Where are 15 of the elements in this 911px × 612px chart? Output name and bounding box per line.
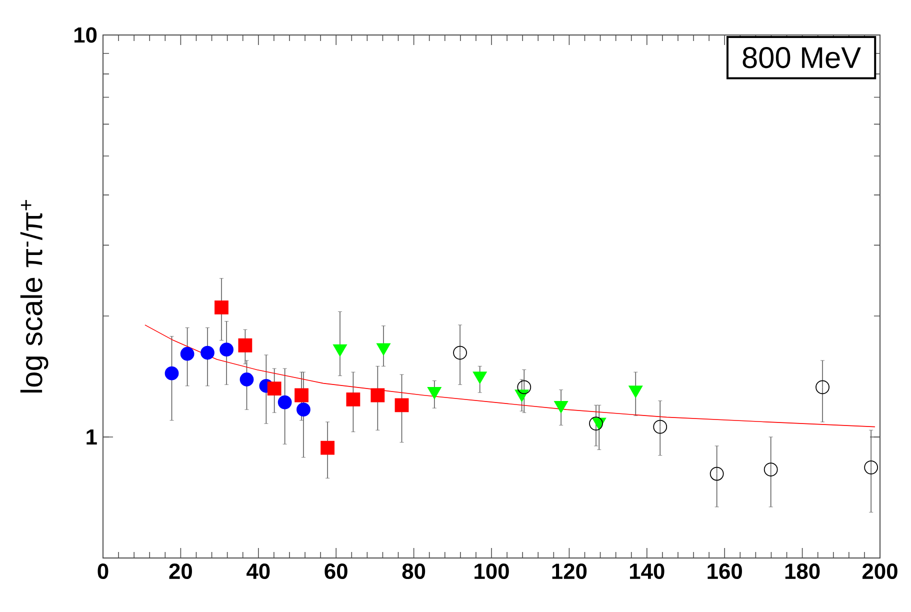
y-tick-label: 1 — [86, 429, 97, 445]
x-tick-label: 60 — [324, 564, 348, 580]
x-tick-label: 120 — [552, 564, 587, 580]
x-tick-label: 80 — [402, 564, 426, 580]
y-tick-label: 10 — [74, 27, 97, 43]
x-tick-label: 180 — [785, 564, 820, 580]
x-tick-label: 0 — [98, 564, 108, 580]
y-axis-title: log scale π$^{-}$/π$^{+}$ — [20, 200, 48, 392]
x-tick-label: 100 — [474, 564, 509, 580]
x-tick-label: 40 — [246, 564, 270, 580]
x-tick-label: 20 — [169, 564, 192, 580]
x-tick-label: 160 — [708, 564, 742, 580]
x-tick-label: 200 — [862, 564, 898, 580]
annotation: 800 MeV — [742, 47, 861, 68]
x-tick-label: 140 — [630, 564, 664, 580]
